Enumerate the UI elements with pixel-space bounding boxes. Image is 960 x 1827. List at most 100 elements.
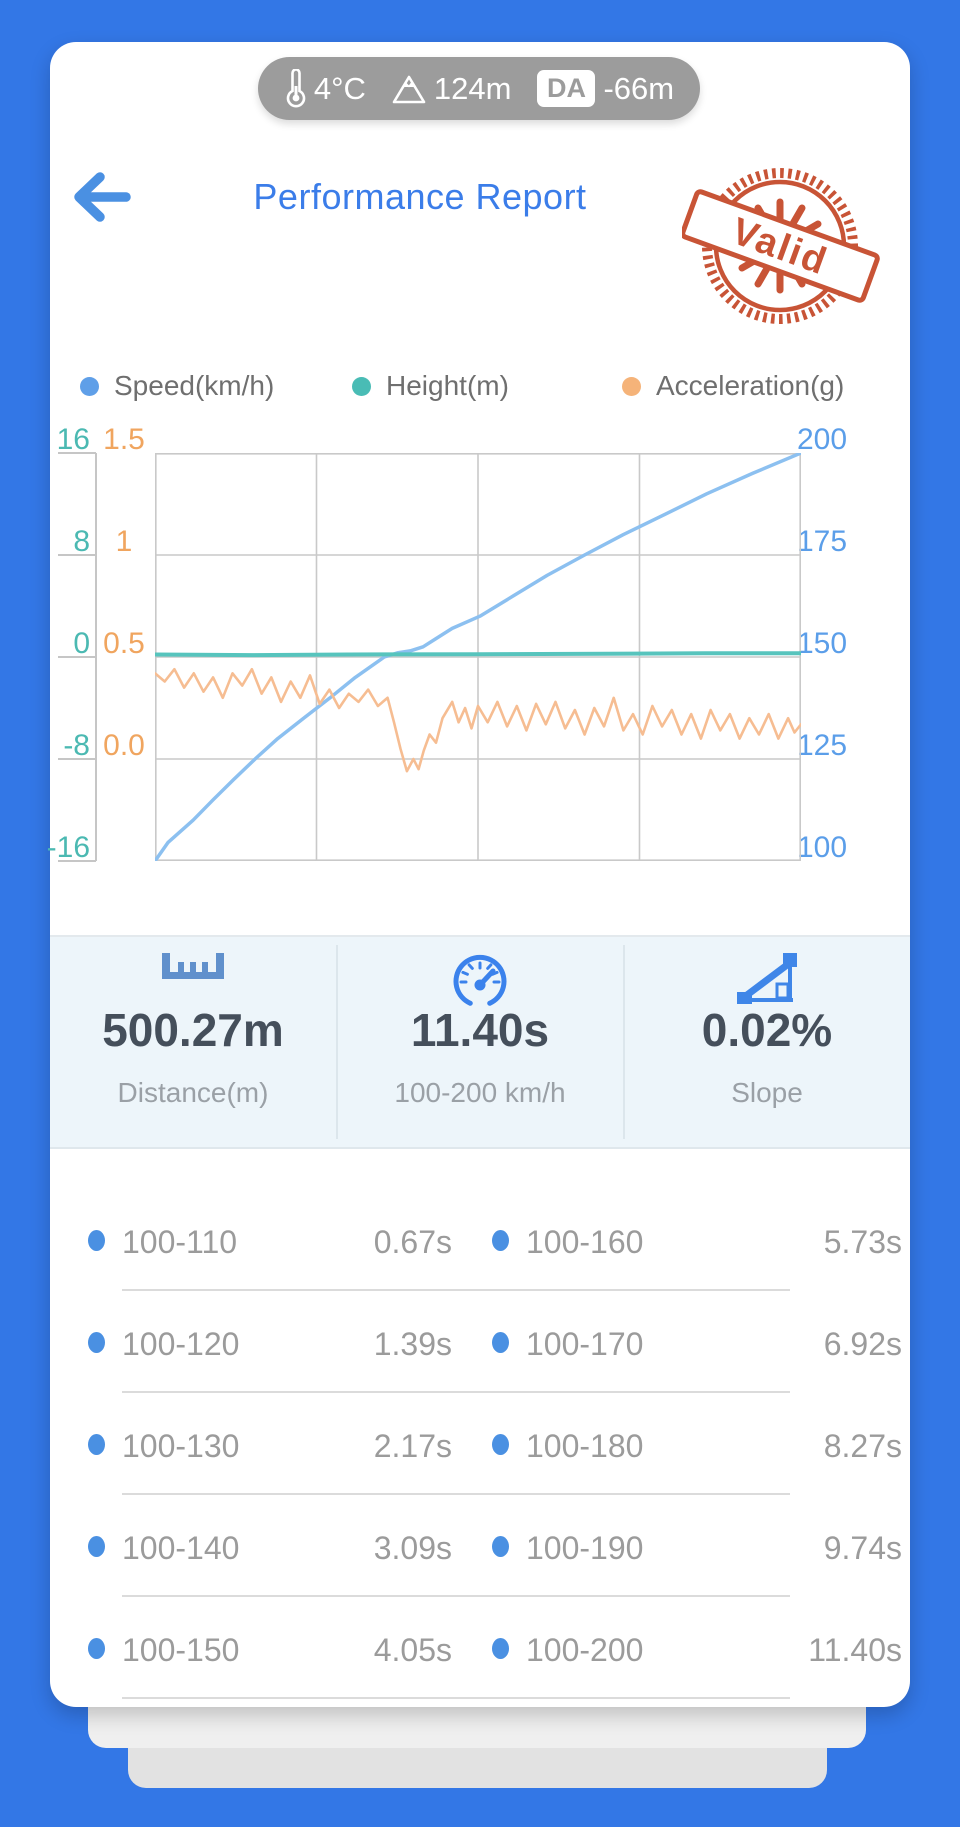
split-time: 5.73s xyxy=(823,1224,902,1260)
axis-tick-label: 100 xyxy=(797,831,848,864)
acceleration-axis-labels: 1.5 1 0.5 0.0 xyxy=(94,424,154,861)
split-bullet xyxy=(492,1434,509,1455)
speed-splits-table: 100-110 0.67s 100-160 5.73s 100-120 1.39s 100-… xyxy=(50,1189,910,1701)
split-row: 100-120 1.39s 100-170 6.92s xyxy=(50,1291,910,1393)
chart-grid xyxy=(155,453,801,861)
split-range: 100-150 xyxy=(122,1632,240,1668)
split-range: 100-190 xyxy=(526,1530,644,1566)
temperature-value: 4°C xyxy=(313,70,366,106)
split-bullet xyxy=(492,1230,509,1251)
height-legend-label: Height(m) xyxy=(386,370,509,401)
axis-tick-label: 0.0 xyxy=(103,729,145,762)
legend-item-acceleration: Acceleration(g) xyxy=(622,368,844,404)
split-bullet xyxy=(492,1332,509,1353)
split-range: 100-140 xyxy=(122,1530,240,1566)
height-legend-dot xyxy=(352,376,371,396)
legend-item-height: Height(m) xyxy=(352,368,509,404)
distance-label: Distance(m) xyxy=(117,1077,269,1108)
acceleration-legend-label: Acceleration(g) xyxy=(656,370,845,401)
split-bullet xyxy=(88,1536,105,1557)
legend-item-speed: Speed(km/h) xyxy=(80,368,274,404)
row-divider xyxy=(122,1493,790,1495)
split-bullet xyxy=(88,1230,105,1251)
split-bullet xyxy=(492,1638,509,1659)
split-range: 100-170 xyxy=(526,1326,644,1362)
split-bullet xyxy=(88,1434,105,1455)
left-axis-bracket xyxy=(58,452,97,862)
split-row: 100-130 2.17s 100-180 8.27s xyxy=(50,1393,910,1495)
sprint-time-label: 100-200 km/h xyxy=(394,1077,566,1108)
stacked-card-back-2 xyxy=(128,1748,827,1788)
split-range: 100-110 xyxy=(122,1224,238,1260)
stat-time: 11.40s 100-200 km/h xyxy=(337,937,623,1147)
split-range: 100-180 xyxy=(526,1428,644,1464)
split-row: 100-110 0.67s 100-160 5.73s xyxy=(50,1189,910,1291)
split-bullet xyxy=(88,1332,105,1353)
status-pill: 4°C 124m DA -66m xyxy=(258,57,700,120)
speed-legend-label: Speed(km/h) xyxy=(114,370,275,401)
speed-axis-labels: 200 175 150 125 100 xyxy=(797,424,877,864)
row-divider xyxy=(122,1289,790,1291)
row-divider xyxy=(122,1595,790,1597)
axis-tick-label: 1.5 xyxy=(103,423,145,456)
axis-tick-label: -16 xyxy=(46,831,90,864)
split-time: 9.74s xyxy=(823,1530,902,1566)
slope-icon xyxy=(737,953,797,1004)
stat-slope: 0.02% Slope xyxy=(624,937,910,1147)
axis-tick-label: 8 xyxy=(73,525,90,558)
report-card xyxy=(50,42,910,1707)
slope-label: Slope xyxy=(731,1077,803,1108)
split-bullet xyxy=(492,1536,509,1557)
altitude-value: 124m xyxy=(433,70,512,106)
height-m--curve xyxy=(155,651,801,658)
axis-tick-label: 200 xyxy=(797,423,848,456)
axis-tick-label: 125 xyxy=(797,729,848,762)
split-time: 3.09s xyxy=(373,1530,452,1566)
density-altitude-value: -66m xyxy=(603,70,675,106)
row-divider xyxy=(122,1697,790,1699)
summary-stats-band: 500.27m Distance(m) xyxy=(50,935,910,1149)
split-range: 100-200 xyxy=(526,1632,644,1668)
speed-km-h--curve xyxy=(155,453,801,861)
height-axis-labels: 16 8 0 -8 -16 xyxy=(18,424,90,864)
distance-value: 500.27m xyxy=(102,1004,284,1056)
split-range: 100-120 xyxy=(122,1326,240,1362)
split-time: 1.39s xyxy=(373,1326,452,1362)
split-time: 4.05s xyxy=(373,1632,452,1668)
stats-divider xyxy=(623,945,625,1139)
acceleration-g--curve xyxy=(155,667,801,773)
sprint-time-value: 11.40s xyxy=(410,1004,550,1056)
axis-tick-label: 0 xyxy=(73,627,90,660)
axis-tick-label: 150 xyxy=(797,627,848,660)
split-row: 100-150 4.05s 100-200 11.40s xyxy=(50,1597,910,1699)
axis-tick-label: 175 xyxy=(797,525,848,558)
valid-stamp: Valid xyxy=(682,168,880,324)
back-button[interactable] xyxy=(66,168,132,226)
split-time: 11.40s xyxy=(808,1632,902,1668)
acceleration-legend-dot xyxy=(622,376,641,396)
split-range: 100-160 xyxy=(526,1224,644,1260)
split-time: 2.17s xyxy=(373,1428,452,1464)
split-range: 100-130 xyxy=(122,1428,240,1464)
thermometer-icon xyxy=(286,68,306,107)
axis-tick-label: 1 xyxy=(115,525,133,558)
mountain-icon xyxy=(392,75,426,103)
split-time: 8.27s xyxy=(823,1428,902,1464)
ruler-icon xyxy=(162,953,224,979)
split-bullet xyxy=(88,1638,105,1659)
density-altitude-badge: DA xyxy=(537,70,596,107)
split-time: 6.92s xyxy=(823,1326,902,1362)
axis-tick-label: 16 xyxy=(56,423,90,456)
stacked-card-back-1 xyxy=(88,1707,866,1748)
row-divider xyxy=(122,1391,790,1393)
page-title: Performance Report xyxy=(253,176,587,217)
axis-tick-label: 0.5 xyxy=(103,627,145,660)
speed-legend-dot xyxy=(80,376,99,396)
split-row: 100-140 3.09s 100-190 9.74s xyxy=(50,1495,910,1597)
stat-distance: 500.27m Distance(m) xyxy=(50,937,336,1147)
axis-tick-label: -8 xyxy=(63,729,90,762)
split-time: 0.67s xyxy=(373,1224,452,1260)
speedometer-icon xyxy=(453,954,507,1006)
stats-divider xyxy=(336,945,338,1139)
